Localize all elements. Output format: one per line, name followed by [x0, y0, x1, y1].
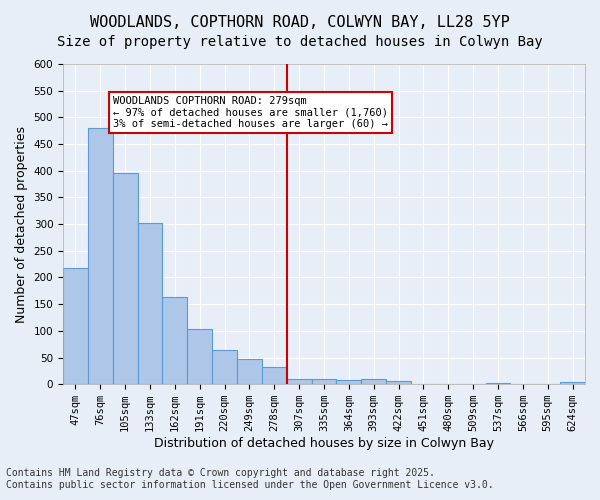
- Bar: [88, 128, 113, 384]
- Bar: [337, 380, 361, 384]
- Bar: [113, 174, 137, 384]
- Text: WOODLANDS COPTHORN ROAD: 279sqm
← 97% of detached houses are smaller (1,760)
3% : WOODLANDS COPTHORN ROAD: 279sqm ← 97% of…: [113, 96, 388, 129]
- Bar: [237, 359, 262, 384]
- Bar: [560, 382, 585, 384]
- Bar: [63, 268, 88, 384]
- X-axis label: Distribution of detached houses by size in Colwyn Bay: Distribution of detached houses by size …: [154, 437, 494, 450]
- Bar: [361, 380, 386, 384]
- Bar: [187, 328, 212, 384]
- Y-axis label: Number of detached properties: Number of detached properties: [15, 126, 28, 322]
- Bar: [311, 380, 337, 384]
- Text: Contains HM Land Registry data © Crown copyright and database right 2025.
Contai: Contains HM Land Registry data © Crown c…: [6, 468, 494, 490]
- Bar: [287, 380, 311, 384]
- Bar: [386, 381, 411, 384]
- Bar: [212, 350, 237, 384]
- Bar: [137, 222, 163, 384]
- Bar: [262, 367, 287, 384]
- Bar: [163, 297, 187, 384]
- Text: WOODLANDS, COPTHORN ROAD, COLWYN BAY, LL28 5YP: WOODLANDS, COPTHORN ROAD, COLWYN BAY, LL…: [90, 15, 510, 30]
- Bar: [485, 383, 511, 384]
- Text: Size of property relative to detached houses in Colwyn Bay: Size of property relative to detached ho…: [57, 35, 543, 49]
